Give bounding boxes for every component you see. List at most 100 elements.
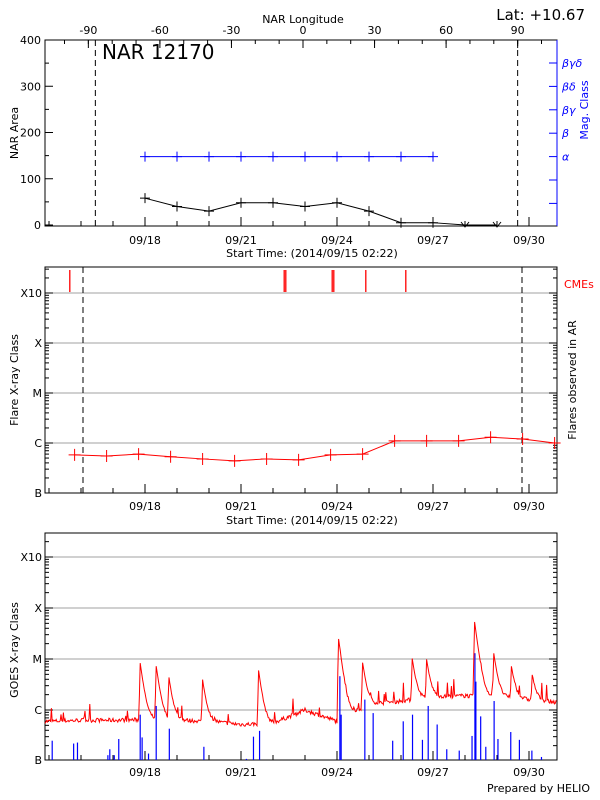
flares-observed-axis-label: Flares observed in AR (566, 320, 579, 440)
y-tick-label: X10 (20, 551, 42, 564)
goes-long-channel-line (44, 621, 557, 728)
cme-label: CMEs (564, 278, 594, 291)
x-tick-label: 09/18 (129, 500, 161, 513)
flare-point (548, 437, 561, 449)
nar-area-point (460, 221, 470, 228)
flare-point (356, 448, 369, 461)
y-tick-label: C (34, 704, 42, 717)
flare-point (68, 448, 81, 461)
latitude-label: Lat: +10.67 (496, 6, 585, 24)
y-tick-label: 400 (20, 34, 41, 47)
y-tick-label: 100 (20, 173, 41, 186)
y-tick-label: 200 (20, 127, 41, 140)
mag-class-label: α (562, 151, 570, 164)
nar-area-axis-label: NAR Area (8, 107, 21, 159)
nar-area-line (144, 197, 497, 226)
flare-class-line (74, 436, 555, 462)
nar-area-point (140, 193, 150, 204)
x-tick-label: 09/21 (225, 234, 257, 247)
top-tick-label: 60 (439, 24, 453, 37)
nar-plot-frame (44, 39, 558, 227)
helio-credit: Prepared by HELIO (487, 782, 590, 795)
mag-class-label: βγδ (561, 57, 583, 70)
top-tick-label: 0 (300, 24, 307, 37)
top-tick-label: -30 (222, 24, 240, 37)
nar-area-point (300, 201, 310, 212)
mag-class-point (332, 151, 342, 162)
flare-panel: Flare X-ray Class Flares observed in AR … (8, 266, 594, 527)
x-tick-label: 09/30 (513, 766, 545, 779)
x-tick-label: 09/18 (129, 234, 161, 247)
mag-class-label: βγ (561, 104, 576, 117)
x-tick-label: 09/27 (417, 234, 449, 247)
nar-area-point (204, 206, 214, 217)
flare-point (100, 449, 113, 462)
nar-area-point (236, 197, 246, 208)
flare-class-axis-label: Flare X-ray Class (8, 334, 21, 426)
flare-point (420, 434, 433, 447)
nar-area-point (492, 221, 502, 228)
y-tick-label: 0 (34, 219, 41, 232)
flare-point (132, 448, 145, 461)
nar-xlabel: Start Time: (2014/09/15 02:22) (226, 247, 398, 260)
top-tick-label: -90 (79, 24, 97, 37)
mag-class-point (204, 151, 214, 162)
x-tick-label: 09/24 (321, 500, 353, 513)
flare-point (292, 453, 305, 466)
flare-plot-frame (44, 266, 558, 494)
flare-point (388, 434, 401, 447)
mag-class-label: βδ (561, 80, 576, 93)
x-tick-label: 09/18 (129, 766, 161, 779)
mag-class-point (140, 151, 150, 162)
x-tick-label: 09/24 (321, 234, 353, 247)
nar-area-point (396, 217, 406, 228)
goes-class-axis-label: GOES X-ray Class (8, 602, 21, 698)
top-tick-label: 90 (511, 24, 525, 37)
nar-area-point (332, 197, 342, 208)
x-tick-label: 09/27 (417, 500, 449, 513)
top-tick-label: 30 (368, 24, 382, 37)
flare-point (324, 448, 337, 461)
mag-class-point (172, 151, 182, 162)
y-tick-label: B (34, 487, 42, 500)
x-tick-label: 09/30 (513, 500, 545, 513)
mag-class-axis-label: Mag. Class (578, 80, 591, 139)
nar-area-point (428, 217, 438, 228)
nar-area-point (364, 206, 374, 217)
y-tick-label: M (33, 387, 43, 400)
mag-class-label: β (561, 127, 569, 140)
x-tick-label: 09/24 (321, 766, 353, 779)
goes-panel: GOES X-ray Class B C M X X10 09/18 09/21 09/24 0… (8, 532, 558, 779)
mag-class-point (268, 151, 278, 162)
nar-title: NAR 12170 (102, 40, 215, 64)
flare-xlabel: Start Time: (2014/09/15 02:22) (226, 514, 398, 527)
y-tick-label: X (34, 337, 42, 350)
y-tick-label: 300 (20, 80, 41, 93)
y-tick-label: B (34, 754, 42, 767)
flare-point (196, 452, 209, 465)
mag-class-point (396, 151, 406, 162)
x-tick-label: 09/21 (225, 500, 257, 513)
top-axis-label: NAR Longitude (262, 13, 344, 26)
flare-point (516, 433, 529, 446)
y-tick-label: C (34, 437, 42, 450)
goes-plot-frame (44, 532, 558, 761)
x-tick-label: 09/21 (225, 766, 257, 779)
nar-panel: NAR Longitude Lat: +10.67 NAR 12170 NAR … (8, 6, 591, 260)
y-tick-label: M (33, 653, 43, 666)
mag-class-point (300, 151, 310, 162)
flare-point (164, 450, 177, 463)
x-tick-label: 09/30 (513, 234, 545, 247)
flare-point (228, 454, 241, 467)
x-tick-label: 09/27 (417, 766, 449, 779)
y-tick-label: X10 (20, 287, 42, 300)
flare-point (484, 431, 497, 444)
nar-area-point (268, 197, 278, 208)
y-tick-label: X (34, 602, 42, 615)
top-tick-label: -60 (151, 24, 169, 37)
flare-point (260, 452, 273, 465)
nar-area-point (172, 201, 182, 212)
mag-class-point (236, 151, 246, 162)
flare-point (452, 434, 465, 447)
